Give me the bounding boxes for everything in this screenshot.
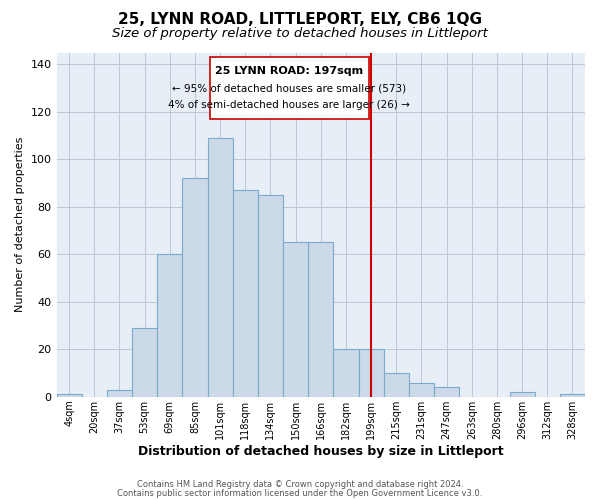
Bar bbox=[509, 392, 535, 397]
Bar bbox=[434, 388, 459, 397]
Bar bbox=[56, 394, 82, 397]
Bar bbox=[132, 328, 157, 397]
Bar bbox=[107, 390, 132, 397]
Y-axis label: Number of detached properties: Number of detached properties bbox=[15, 137, 25, 312]
Bar bbox=[409, 382, 434, 397]
X-axis label: Distribution of detached houses by size in Littleport: Distribution of detached houses by size … bbox=[138, 444, 503, 458]
Text: Size of property relative to detached houses in Littleport: Size of property relative to detached ho… bbox=[112, 28, 488, 40]
Bar bbox=[359, 350, 383, 397]
Text: Contains public sector information licensed under the Open Government Licence v3: Contains public sector information licen… bbox=[118, 488, 482, 498]
Bar bbox=[157, 254, 182, 397]
Text: Contains HM Land Registry data © Crown copyright and database right 2024.: Contains HM Land Registry data © Crown c… bbox=[137, 480, 463, 489]
Bar bbox=[383, 373, 409, 397]
Text: 25, LYNN ROAD, LITTLEPORT, ELY, CB6 1QG: 25, LYNN ROAD, LITTLEPORT, ELY, CB6 1QG bbox=[118, 12, 482, 28]
Text: 4% of semi-detached houses are larger (26) →: 4% of semi-detached houses are larger (2… bbox=[169, 100, 410, 110]
Bar bbox=[283, 242, 308, 397]
Bar bbox=[258, 195, 283, 397]
Bar bbox=[334, 350, 359, 397]
Text: ← 95% of detached houses are smaller (573): ← 95% of detached houses are smaller (57… bbox=[172, 83, 406, 93]
Bar bbox=[308, 242, 334, 397]
Bar bbox=[208, 138, 233, 397]
Text: 25 LYNN ROAD: 197sqm: 25 LYNN ROAD: 197sqm bbox=[215, 66, 364, 76]
Bar bbox=[233, 190, 258, 397]
Bar bbox=[560, 394, 585, 397]
Bar bbox=[182, 178, 208, 397]
FancyBboxPatch shape bbox=[210, 57, 368, 119]
